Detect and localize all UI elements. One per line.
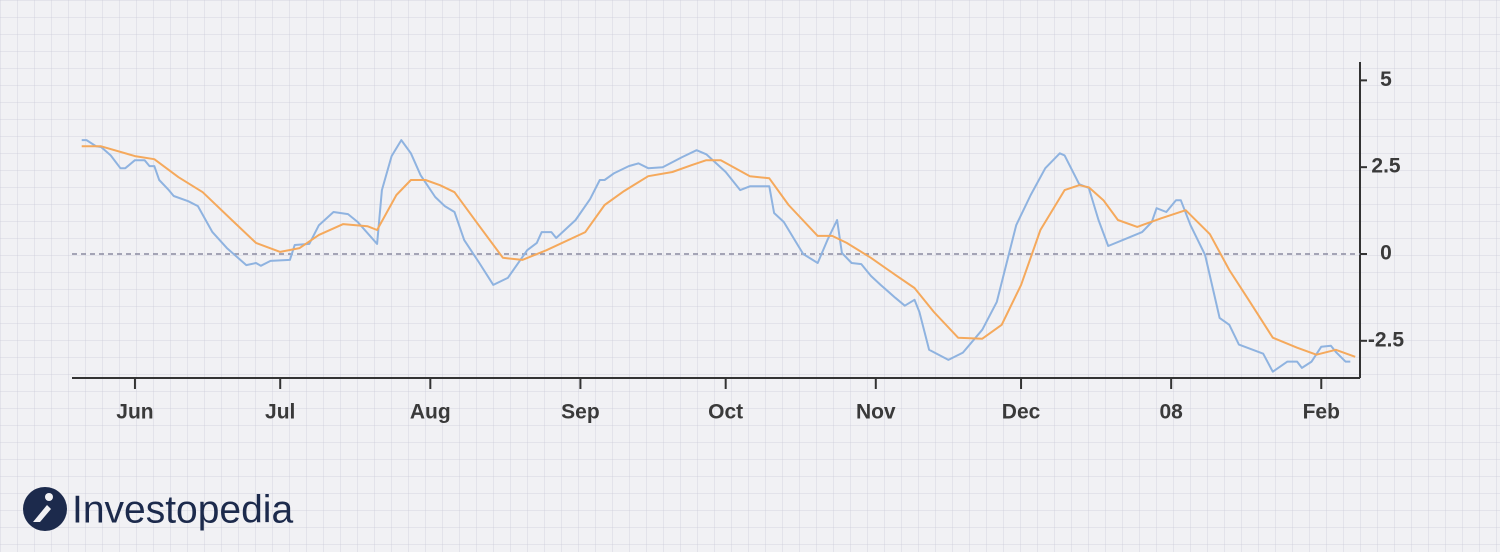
- y-tick-label: 2.5: [1371, 155, 1401, 178]
- x-tick-label: Jun: [116, 401, 153, 424]
- x-tick-label: Oct: [708, 401, 743, 424]
- series-line: [81, 139, 1351, 373]
- x-tick-label: Feb: [1303, 401, 1340, 424]
- x-tick-label: Sep: [561, 401, 600, 424]
- x-tick-label: 08: [1159, 401, 1183, 424]
- logo-text: Investopedia: [72, 488, 293, 531]
- logo-dot: [45, 493, 53, 501]
- x-tick-label: Nov: [856, 401, 896, 424]
- x-tick-label: Jul: [265, 401, 295, 424]
- logo-stroke: [33, 505, 51, 522]
- y-tick-label: -2.5: [1368, 328, 1405, 351]
- x-tick-label: Aug: [410, 401, 451, 424]
- y-tick-label: 0: [1380, 242, 1392, 265]
- logo: Investopedia: [23, 487, 293, 531]
- series-line: [81, 145, 1356, 358]
- x-tick-label: Dec: [1002, 401, 1041, 424]
- y-tick-label: 5: [1380, 68, 1392, 91]
